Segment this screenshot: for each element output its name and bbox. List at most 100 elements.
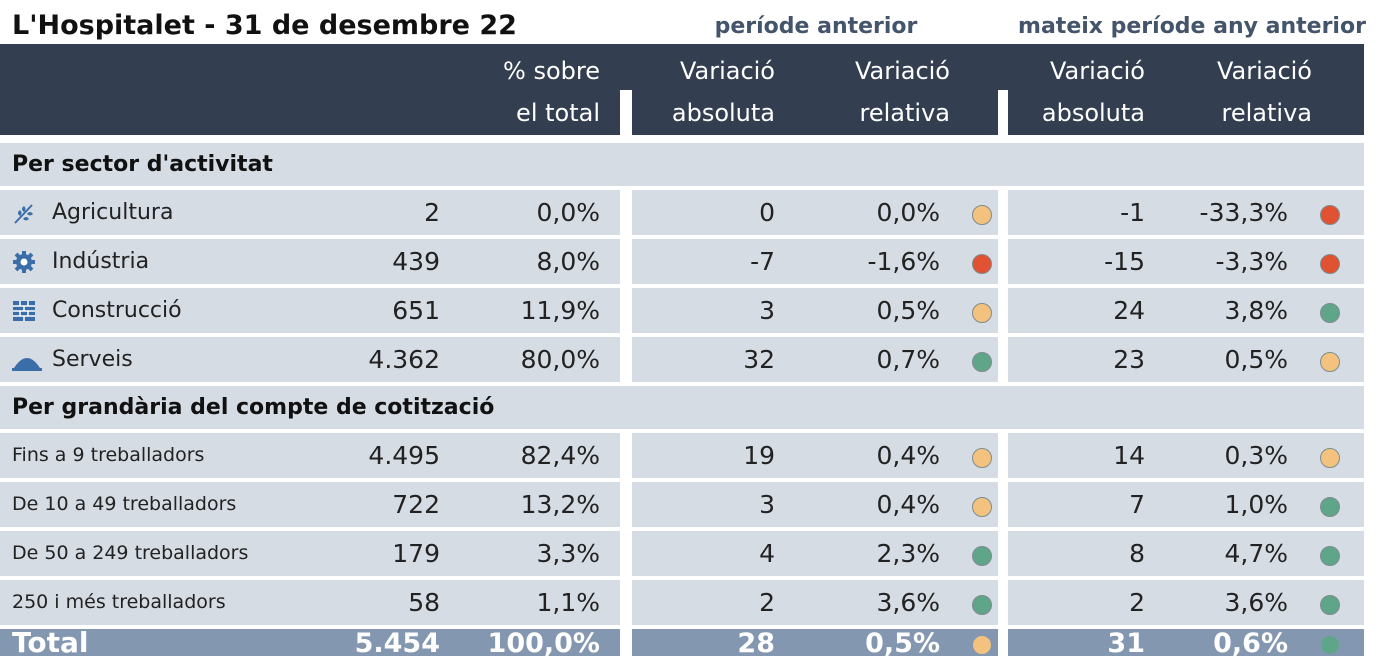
cell-value: 82,4%: [520, 441, 600, 470]
column-header: Variació: [1216, 57, 1312, 85]
row-cell-bg: [1008, 239, 1364, 284]
row-cell-bg: [632, 531, 998, 576]
cell-value: -1: [1120, 198, 1145, 227]
cell-value: 11,9%: [520, 296, 600, 325]
row-cell-bg: [0, 482, 620, 527]
row-cell-bg: [0, 433, 620, 478]
row-icon: [12, 299, 36, 327]
cell-value: 13,2%: [520, 490, 600, 519]
row-cell-bg: [0, 239, 620, 284]
status-dot: [972, 634, 992, 655]
status-dot: [972, 204, 992, 225]
cell-value: 0,3%: [1224, 441, 1288, 470]
cell-value: 179: [392, 539, 440, 568]
cell-value: 651: [392, 296, 440, 325]
row-cell-bg: [1008, 482, 1364, 527]
cell-value: 439: [392, 247, 440, 276]
cell-value: 0,5%: [1224, 345, 1288, 374]
row-icon: [12, 201, 36, 229]
cell-value: 14: [1113, 441, 1145, 470]
status-dot: [1320, 545, 1340, 566]
cell-value: 1,0%: [1224, 490, 1288, 519]
row-cell-bg: [632, 580, 998, 625]
status-dot: [1320, 634, 1340, 655]
row-label: Agricultura: [52, 199, 174, 225]
row-cell-bg: [632, 482, 998, 527]
cell-value: 722: [392, 490, 440, 519]
status-dot: [1320, 447, 1340, 468]
row-cell-bg: [0, 580, 620, 625]
cell-value: 4.362: [368, 345, 440, 374]
status-dot: [1320, 351, 1340, 372]
cell-value: 0,4%: [876, 441, 940, 470]
cell-value: 7: [1129, 490, 1145, 519]
status-dot: [1320, 302, 1340, 323]
cell-value: -15: [1104, 247, 1145, 276]
cell-value: 23: [1113, 345, 1145, 374]
row-label: De 50 a 249 treballadors: [12, 542, 249, 564]
row-label: De 10 a 49 treballadors: [12, 493, 237, 515]
cell-value: 3: [759, 490, 775, 519]
cell-value: 2: [1129, 588, 1145, 617]
section-title: Per grandària del compte de cotització: [12, 395, 495, 420]
cell-value: 5.454: [354, 628, 440, 659]
column-header: Variació: [679, 57, 775, 85]
cell-value: 4: [759, 539, 775, 568]
status-dot: [1320, 594, 1340, 615]
row-cell-bg: [0, 337, 620, 382]
column-header: absoluta: [1041, 99, 1145, 127]
row-cell-bg: [632, 190, 998, 235]
cell-value: 58: [408, 588, 440, 617]
row-cell-bg: [1008, 531, 1364, 576]
row-label: Total: [12, 625, 89, 659]
row-cell-bg: [632, 239, 998, 284]
header-gap: [998, 90, 1008, 135]
cell-value: 32: [743, 345, 775, 374]
row-label: Serveis: [52, 346, 133, 372]
column-header: relativa: [859, 99, 950, 127]
group-header: mateix període any anterior: [1018, 14, 1366, 39]
cell-value: 31: [1107, 628, 1145, 659]
row-label: Fins a 9 treballadors: [12, 444, 205, 466]
status-dot: [1320, 496, 1340, 517]
cell-value: 100,0%: [487, 628, 600, 659]
cell-value: 3: [759, 296, 775, 325]
section-bg: [0, 386, 1364, 429]
status-dot: [972, 447, 992, 468]
cell-value: 3,6%: [1224, 588, 1288, 617]
row-cell-bg: [632, 433, 998, 478]
cell-value: 0,6%: [1213, 628, 1288, 659]
section-title: Per sector d'activitat: [12, 152, 273, 177]
row-cell-bg: [1008, 337, 1364, 382]
row-cell-bg: [1008, 190, 1364, 235]
cell-value: 8: [1129, 539, 1145, 568]
cell-value: -33,3%: [1199, 198, 1288, 227]
section-bg: [0, 143, 1364, 186]
header-band: [0, 44, 1364, 135]
header-gap: [620, 90, 632, 135]
title: L'Hospitalet - 31 de desembre 22: [12, 10, 517, 41]
column-header: relativa: [1221, 99, 1312, 127]
row-icon: [12, 250, 36, 278]
column-header: % sobre: [503, 57, 600, 85]
status-dot: [972, 496, 992, 517]
cell-value: 3,8%: [1224, 296, 1288, 325]
cell-value: 0: [759, 198, 775, 227]
row-label: Construcció: [52, 297, 182, 323]
cell-value: 1,1%: [536, 588, 600, 617]
cell-value: 2: [424, 198, 440, 227]
cell-value: 4.495: [368, 441, 440, 470]
status-dot: [1320, 253, 1340, 274]
cell-value: 0,7%: [876, 345, 940, 374]
row-label: Indústria: [52, 248, 150, 274]
cell-value: 0,4%: [876, 490, 940, 519]
cell-value: 0,0%: [536, 198, 600, 227]
group-header: període anterior: [714, 14, 918, 39]
cell-value: -7: [750, 247, 775, 276]
cell-value: 2,3%: [876, 539, 940, 568]
row-cell-bg: [0, 190, 620, 235]
cell-value: -3,3%: [1215, 247, 1288, 276]
row-cell-bg: [632, 629, 998, 656]
column-header: absoluta: [671, 99, 775, 127]
